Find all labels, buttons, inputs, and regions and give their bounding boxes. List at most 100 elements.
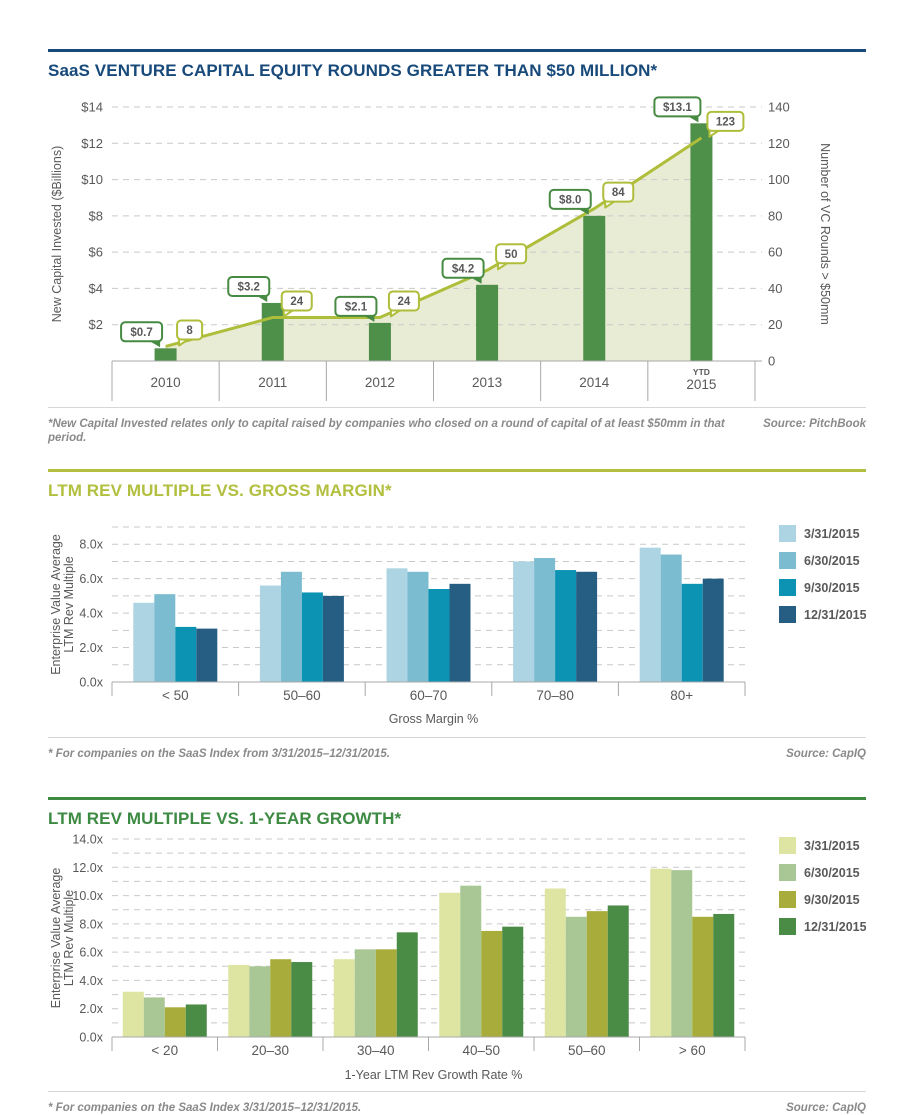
callout-box xyxy=(280,290,313,312)
x-category-prefix: YTD xyxy=(693,367,710,377)
y-axis-tick-label: 4.0x xyxy=(79,607,103,621)
x-category-label: 30–40 xyxy=(357,1043,395,1058)
bar-9-30-2015 xyxy=(428,589,450,682)
left-axis-tick-label: $8 xyxy=(89,208,103,223)
footnote-row: * For companies on the SaaS Index from 3… xyxy=(48,737,866,761)
y-axis-tick-label: 2.0x xyxy=(79,641,103,655)
legend-swatch-9-30-2015 xyxy=(779,579,796,596)
bar-3-31-2015 xyxy=(333,959,355,1037)
legend-label: 6/30/2015 xyxy=(804,866,860,880)
y-axis-tick-label: 6.0x xyxy=(79,946,103,960)
legend-swatch-12-31-2015 xyxy=(779,606,796,623)
bar-9-30-2015 xyxy=(270,959,292,1037)
callout-value: $13.1 xyxy=(663,102,692,114)
right-axis-tick-label: 20 xyxy=(768,317,782,332)
y-axis-tick-label: 10.0x xyxy=(72,889,103,903)
section-divider-rule xyxy=(48,797,866,800)
y-axis-tick-label: 0.0x xyxy=(79,1031,103,1045)
bar-12-31-2015 xyxy=(185,1004,207,1037)
right-axis-tick-label: 40 xyxy=(768,281,782,296)
y-axis-title-line: LTM Rev Multiple xyxy=(62,890,76,986)
footnote-row: *New Capital Invested relates only to ca… xyxy=(48,407,866,445)
y-axis-title-line: Enterprise Value Average xyxy=(49,868,63,1009)
x-category-label: 2015 xyxy=(686,377,716,392)
section-divider-rule xyxy=(48,49,866,52)
legend-label: 12/31/2015 xyxy=(804,920,866,934)
bar-12-31-2015 xyxy=(502,926,524,1037)
section-title: SaaS VENTURE CAPITAL EQUITY ROUNDS GREAT… xyxy=(48,61,658,80)
left-axis-tick-label: $6 xyxy=(89,245,103,260)
callout-box xyxy=(387,290,420,312)
y-axis-tick-label: 14.0x xyxy=(72,833,103,847)
bar-3-31-2015 xyxy=(259,585,281,682)
x-category-label: 70–80 xyxy=(536,688,574,703)
source-label: Source: PitchBook xyxy=(763,418,866,430)
bar-9-30-2015 xyxy=(375,949,397,1037)
bar-12-31-2015 xyxy=(449,583,471,682)
bar-12-31-2015 xyxy=(291,962,313,1037)
source-label: Source: CapIQ xyxy=(786,1102,866,1114)
footnote-text: * For companies on the SaaS Index from 3… xyxy=(48,748,390,760)
bar-6-30-2015 xyxy=(534,558,556,682)
bar-6-30-2015 xyxy=(280,571,302,682)
bar-12-31-2015 xyxy=(607,905,629,1037)
capital-invested-bar xyxy=(583,215,606,361)
legend-swatch-6-30-2015 xyxy=(779,552,796,569)
callout-box xyxy=(441,257,485,279)
callout-value: 50 xyxy=(505,249,518,261)
y-axis-tick-label: 8.0x xyxy=(79,917,103,931)
section-1-year-growth: LTM REV MULTIPLE VS. 1-YEAR GROWTH* 0.0x… xyxy=(48,797,866,1115)
capital-invested-bar xyxy=(690,123,713,361)
growth-rate-bar-chart: 0.0x 2.0x 4.0x 6.0x 8.0x 10.0x 12.0x 14.0x < 20 2… xyxy=(48,829,866,1087)
bar-6-30-2015 xyxy=(407,571,429,682)
bar-12-31-2015 xyxy=(702,578,724,682)
bar-6-30-2015 xyxy=(565,916,587,1037)
callout-value: $4.2 xyxy=(452,263,474,275)
callout-box xyxy=(706,110,745,132)
bar-12-31-2015 xyxy=(322,595,344,682)
footnote-text: *New Capital Invested relates only to ca… xyxy=(48,418,725,444)
x-category-label: 2013 xyxy=(472,375,502,390)
callout-value: 123 xyxy=(716,116,735,128)
bar-6-30-2015 xyxy=(671,870,693,1037)
section-vc-rounds: SaaS VENTURE CAPITAL EQUITY ROUNDS GREAT… xyxy=(48,49,866,445)
bar-3-31-2015 xyxy=(228,964,250,1037)
capital-invested-bar xyxy=(154,348,177,361)
legend-swatch-9-30-2015 xyxy=(779,891,796,908)
callout-value: $0.7 xyxy=(130,327,152,339)
bar-3-31-2015 xyxy=(122,991,144,1037)
x-category-label: 2014 xyxy=(579,375,610,390)
callout-box xyxy=(602,181,635,203)
x-category-label: < 20 xyxy=(151,1043,178,1058)
section-divider-rule xyxy=(48,469,866,472)
left-axis-tick-label: $10 xyxy=(81,172,103,187)
bar-3-31-2015 xyxy=(513,561,535,682)
x-axis-title: 1-Year LTM Rev Growth Rate % xyxy=(345,1068,523,1082)
bar-6-30-2015 xyxy=(154,594,176,682)
bar-3-31-2015 xyxy=(544,888,566,1037)
footnote-row: * For companies on the SaaS Index 3/31/2… xyxy=(48,1091,866,1115)
footnote-text: * For companies on the SaaS Index 3/31/2… xyxy=(48,1102,362,1114)
x-axis-title: Gross Margin % xyxy=(389,712,479,726)
page: SaaS VENTURE CAPITAL EQUITY ROUNDS GREAT… xyxy=(48,0,866,1115)
x-category-label: 60–70 xyxy=(410,688,448,703)
callout-value: 24 xyxy=(290,296,303,308)
bar-3-31-2015 xyxy=(439,892,461,1037)
callout-box xyxy=(653,96,702,118)
y-axis-tick-label: 2.0x xyxy=(79,1002,103,1016)
capital-invested-bar xyxy=(261,302,284,361)
callout-value: 24 xyxy=(398,296,411,308)
callout-box xyxy=(176,319,204,341)
legend-label: 9/30/2015 xyxy=(804,893,860,907)
bar-12-31-2015 xyxy=(576,571,598,682)
bar-6-30-2015 xyxy=(354,949,376,1037)
bar-3-31-2015 xyxy=(386,568,408,682)
x-category-label: 2010 xyxy=(151,375,181,390)
legend-label: 3/31/2015 xyxy=(804,527,860,541)
callout-value: $3.2 xyxy=(238,281,260,293)
vc-rounds-combo-chart: $2 $4 $6 $8 $10 $12 $14 0 20 40 60 80 100 120 140 2010 2… xyxy=(48,93,866,407)
callout-value: 84 xyxy=(612,187,625,199)
section-gross-margin: LTM REV MULTIPLE VS. GROSS MARGIN* 0.0x 2… xyxy=(48,469,866,761)
section-title: LTM REV MULTIPLE VS. 1-YEAR GROWTH* xyxy=(48,809,402,828)
y-axis-tick-label: 12.0x xyxy=(72,861,103,875)
